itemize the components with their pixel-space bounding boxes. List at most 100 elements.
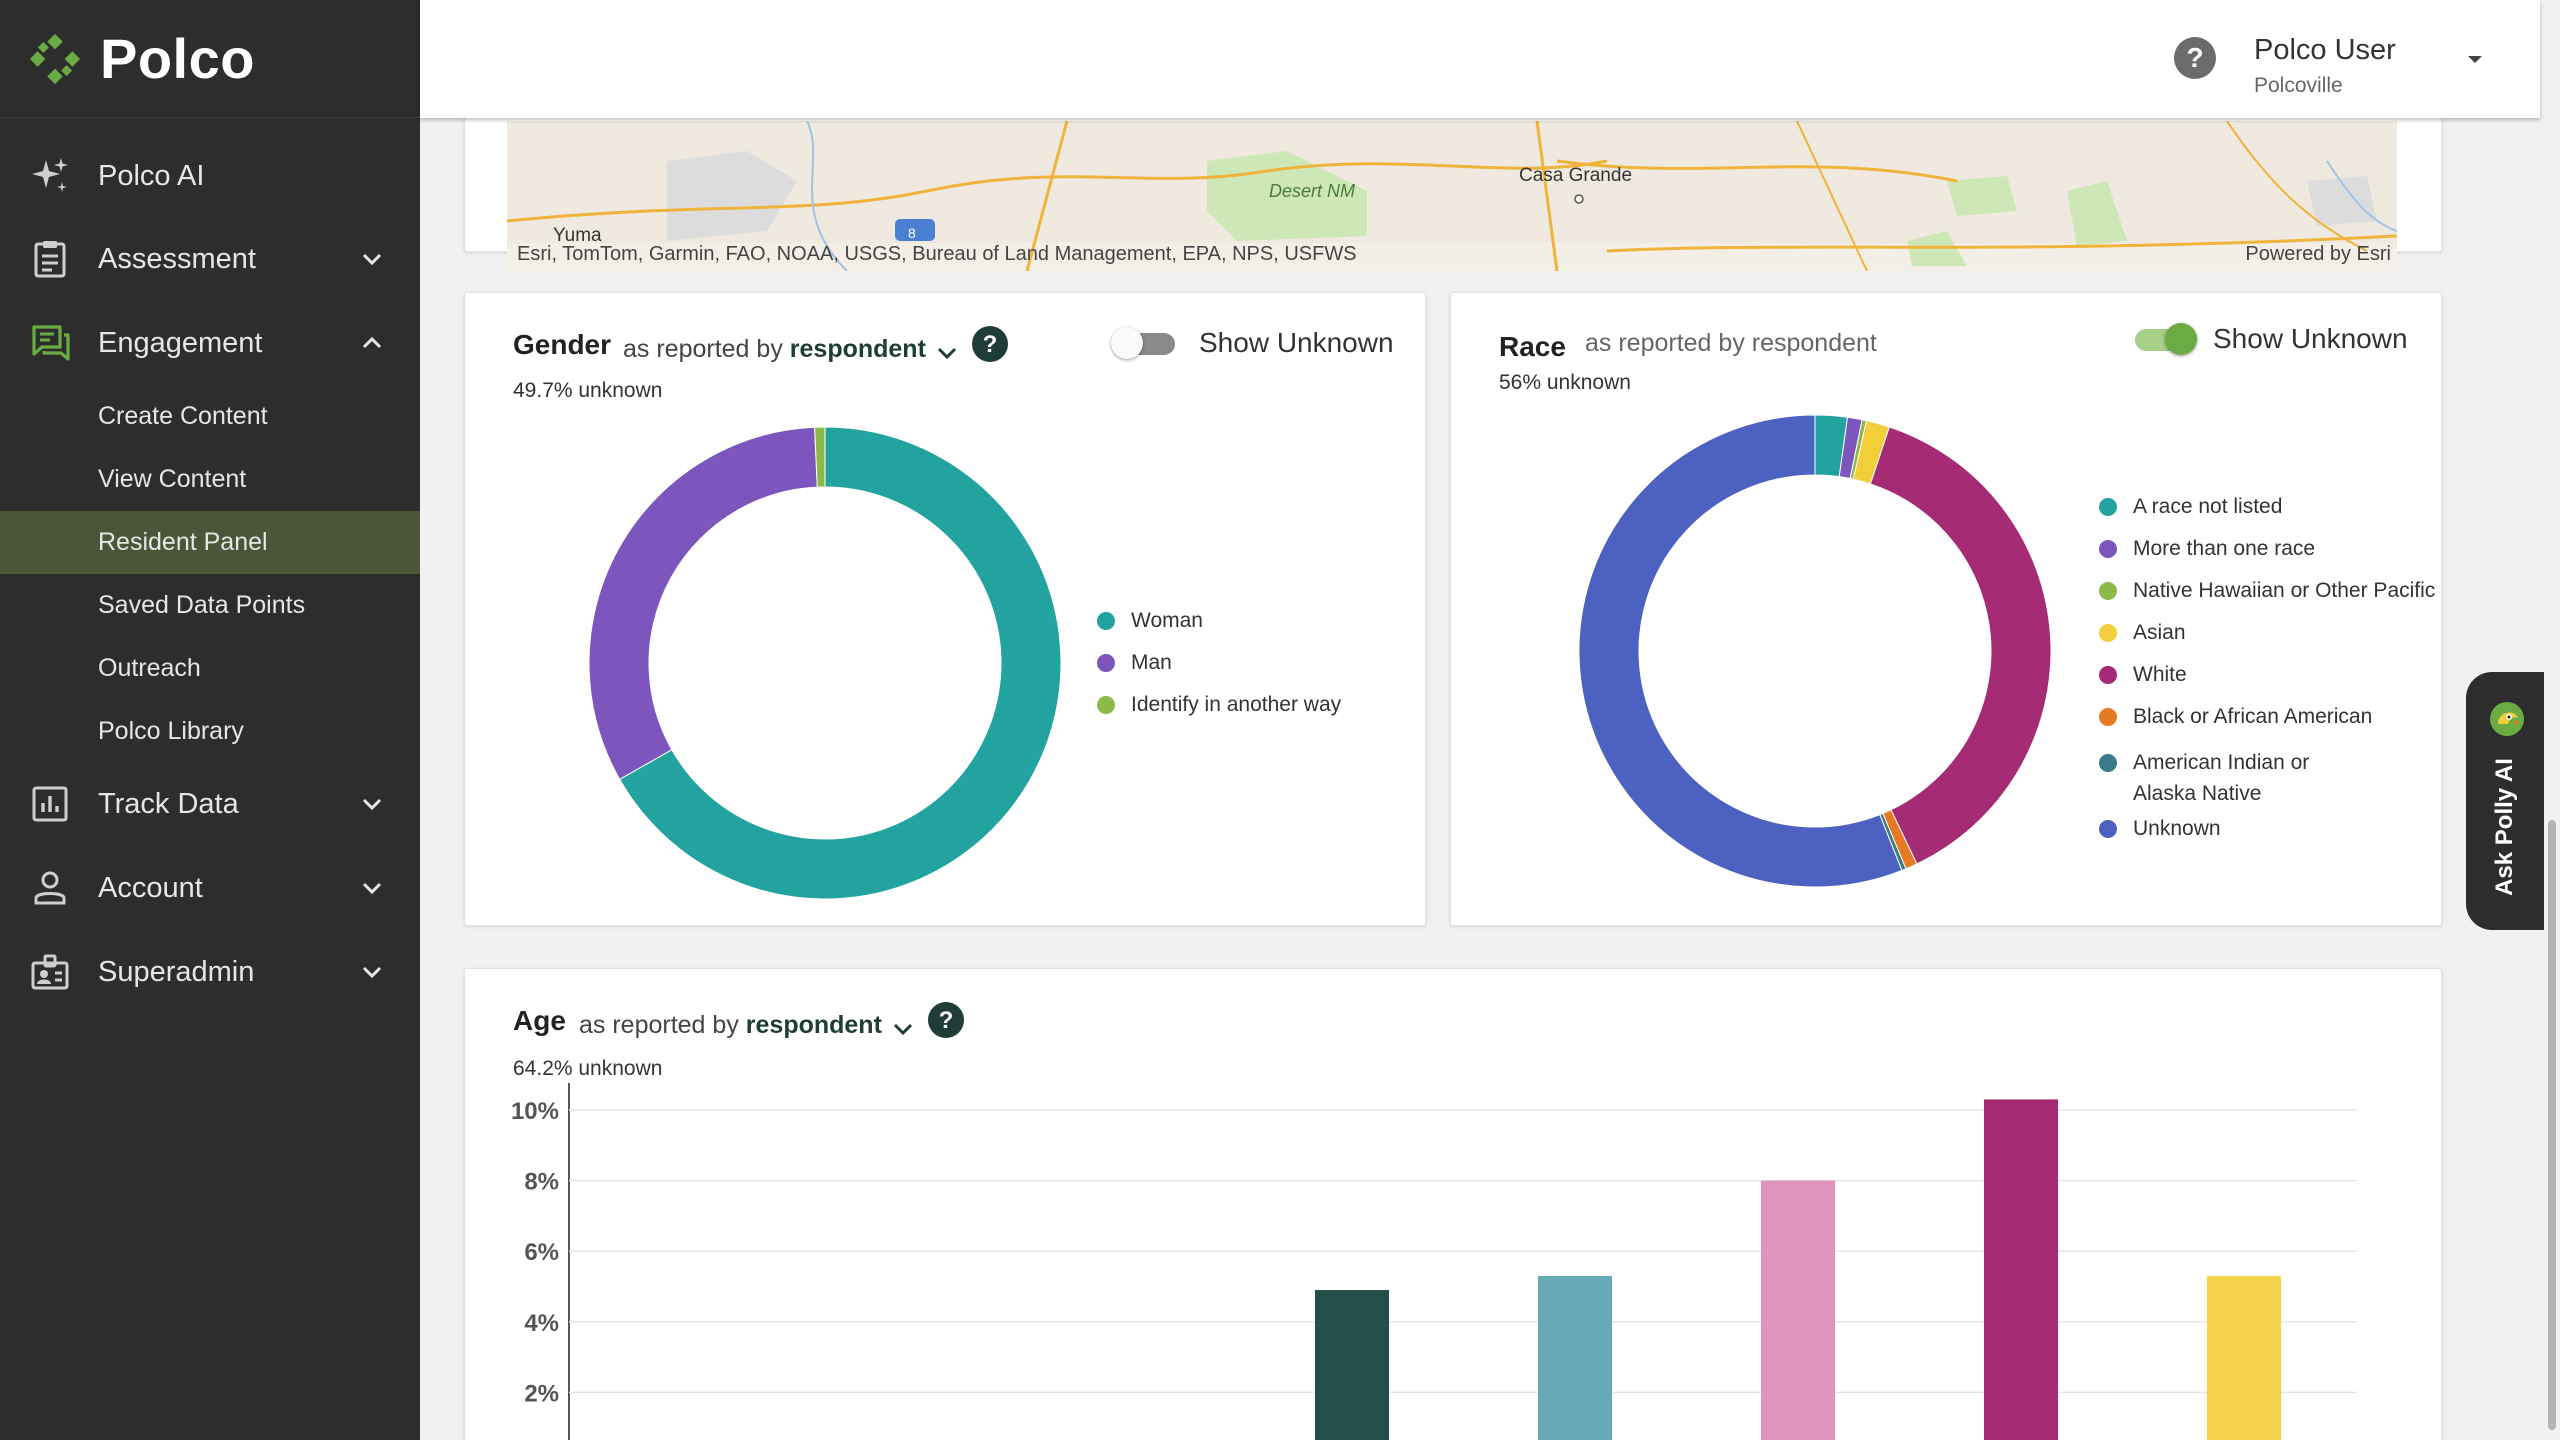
gender-subtitle[interactable]: as reported by respondent (623, 335, 926, 364)
nav-item-polco-ai[interactable]: Polco AI (0, 136, 420, 216)
sub-item-label: View Content (98, 465, 247, 493)
donut-slice-woman[interactable] (618, 426, 1062, 900)
user-org: Polcoville (2254, 74, 2343, 97)
legend-dot (2099, 624, 2117, 642)
age-title: Age (513, 1005, 566, 1036)
admin-badge-icon (31, 954, 69, 990)
legend-dot (2099, 498, 2117, 516)
age-sub-prefix: as reported by (579, 1011, 739, 1039)
legend-label: Unknown (2133, 817, 2221, 840)
age-sub-bold: respondent (745, 1011, 882, 1039)
legend-dot (1097, 654, 1115, 672)
legend-label: Asian (2133, 621, 2186, 644)
gender-unknown-percent: 49.7% unknown (513, 379, 663, 402)
polly-label: Ask Polly AI (2491, 757, 2518, 896)
legend-label: American Indian or Alaska Native (2133, 751, 2310, 805)
nav-item-track-data[interactable]: Track Data (0, 764, 420, 844)
map-attribution: Esri, TomTom, Garmin, FAO, NOAA, USGS, B… (517, 243, 1357, 265)
nav-label: Assessment (98, 242, 256, 275)
age-bar-3[interactable] (1315, 1290, 1389, 1440)
legend-dot (1097, 612, 1115, 630)
race-donut-chart[interactable] (1575, 411, 2055, 891)
sub-item-polco-library[interactable]: Polco Library (0, 700, 420, 763)
user-name[interactable]: Polco User (2254, 34, 2396, 66)
gender-title: Gender (513, 329, 612, 360)
chat-icon (32, 325, 70, 361)
svg-text:?: ? (983, 331, 998, 358)
legend-item[interactable]: A race not listed (2099, 495, 2282, 519)
map[interactable]: 8 Yuma Desert NM Casa Grande (507, 121, 2397, 271)
svg-text:?: ? (2186, 42, 2203, 73)
race-unknown-percent: 56% unknown (1499, 371, 1631, 394)
legend-item[interactable]: Man (1097, 651, 1172, 675)
legend-item[interactable]: White (2099, 663, 2187, 687)
donut-slice-man[interactable] (588, 426, 818, 780)
chevron-down-icon (362, 966, 382, 979)
legend-item[interactable]: More than one race (2099, 537, 2315, 561)
sub-item-view-content[interactable]: View Content (0, 448, 420, 511)
bar-chart-icon (32, 786, 68, 822)
legend-dot (2099, 754, 2117, 772)
toggle-knob (1111, 327, 1143, 359)
donut-slice-identify-in-another-way[interactable] (814, 426, 826, 488)
gender-donut-chart[interactable] (585, 423, 1065, 903)
legend-item[interactable]: Asian (2099, 621, 2186, 645)
race-subtitle: as reported by respondent (1585, 329, 1877, 357)
legend-label: Woman (1131, 609, 1203, 632)
legend-item[interactable]: Black or African American (2099, 705, 2372, 729)
donut-slice-white[interactable] (1869, 426, 2052, 865)
legend-dot (2099, 540, 2117, 558)
sub-item-outreach[interactable]: Outreach (0, 637, 420, 700)
y-tick-label: 6% (524, 1239, 559, 1266)
question-icon[interactable]: ? (971, 325, 1009, 363)
gender-sub-prefix: as reported by (623, 335, 783, 363)
legend-dot (2099, 708, 2117, 726)
age-subtitle[interactable]: as reported by respondent (579, 1011, 882, 1040)
race-show-unknown-toggle[interactable] (2127, 321, 2197, 355)
age-bar-6[interactable] (1984, 1099, 2058, 1440)
age-bar-7[interactable] (2207, 1275, 2281, 1440)
sub-item-saved-data-points[interactable]: Saved Data Points (0, 574, 420, 637)
nav-item-superadmin[interactable]: Superadmin (0, 932, 420, 1012)
sub-item-create-content[interactable]: Create Content (0, 385, 420, 448)
toggle-knob (2165, 323, 2197, 355)
caret-down-icon[interactable] (2464, 50, 2486, 68)
chevron-down-icon[interactable] (935, 341, 959, 365)
map-label-shield: 8 (908, 225, 916, 241)
age-bar-5[interactable] (1761, 1180, 1835, 1440)
question-icon[interactable]: ? (927, 1001, 965, 1039)
page-scrollbar[interactable] (2544, 0, 2560, 1440)
nav-item-account[interactable]: Account (0, 848, 420, 928)
nav-item-assessment[interactable]: Assessment (0, 219, 420, 299)
legend-dot (2099, 666, 2117, 684)
help-icon[interactable]: ? (2172, 35, 2218, 81)
y-tick-label: 10% (511, 1098, 559, 1125)
race-toggle-label: Show Unknown (2213, 323, 2408, 354)
legend-label: Black or African American (2133, 705, 2373, 728)
legend-label: Native Hawaiian or Other Pacific (2133, 579, 2436, 602)
chevron-down-icon (362, 253, 382, 266)
legend-item[interactable]: Unknown (2099, 817, 2221, 841)
nav-label: Account (98, 871, 203, 904)
legend-item[interactable]: Woman (1097, 609, 1203, 633)
age-bar-chart[interactable]: 2% 4% 6% 8% 10% (465, 1079, 2443, 1440)
legend-dot (1097, 696, 1115, 714)
polco-logo[interactable]: Polco (0, 0, 420, 118)
chevron-down-icon[interactable] (891, 1017, 915, 1041)
ask-polly-ai-button[interactable]: Ask Polly AI (2466, 672, 2544, 930)
y-tick-label: 8% (524, 1169, 559, 1196)
nav-label: Track Data (98, 787, 239, 820)
map-label-casa: Casa Grande (1519, 165, 1632, 186)
donut-slice-unknown[interactable] (1578, 414, 1903, 888)
legend-item[interactable]: American Indian or Alaska Native (2099, 747, 2339, 809)
person-icon (34, 871, 66, 905)
age-bar-4[interactable] (1538, 1275, 1612, 1440)
map-card: 8 Yuma Desert NM Casa Grande Esri, TomTo… (464, 60, 2442, 271)
legend-item[interactable]: Identify in another way (1097, 693, 1341, 717)
nav-item-engagement[interactable]: Engagement (0, 303, 420, 383)
legend-item[interactable]: Native Hawaiian or Other Pacific (2099, 579, 2435, 603)
gender-show-unknown-toggle[interactable] (1111, 325, 1181, 359)
map-powered-by[interactable]: Powered by Esri (2245, 243, 2391, 265)
scrollbar-thumb[interactable] (2548, 820, 2556, 1430)
sub-item-resident-panel[interactable]: Resident Panel (0, 511, 420, 574)
